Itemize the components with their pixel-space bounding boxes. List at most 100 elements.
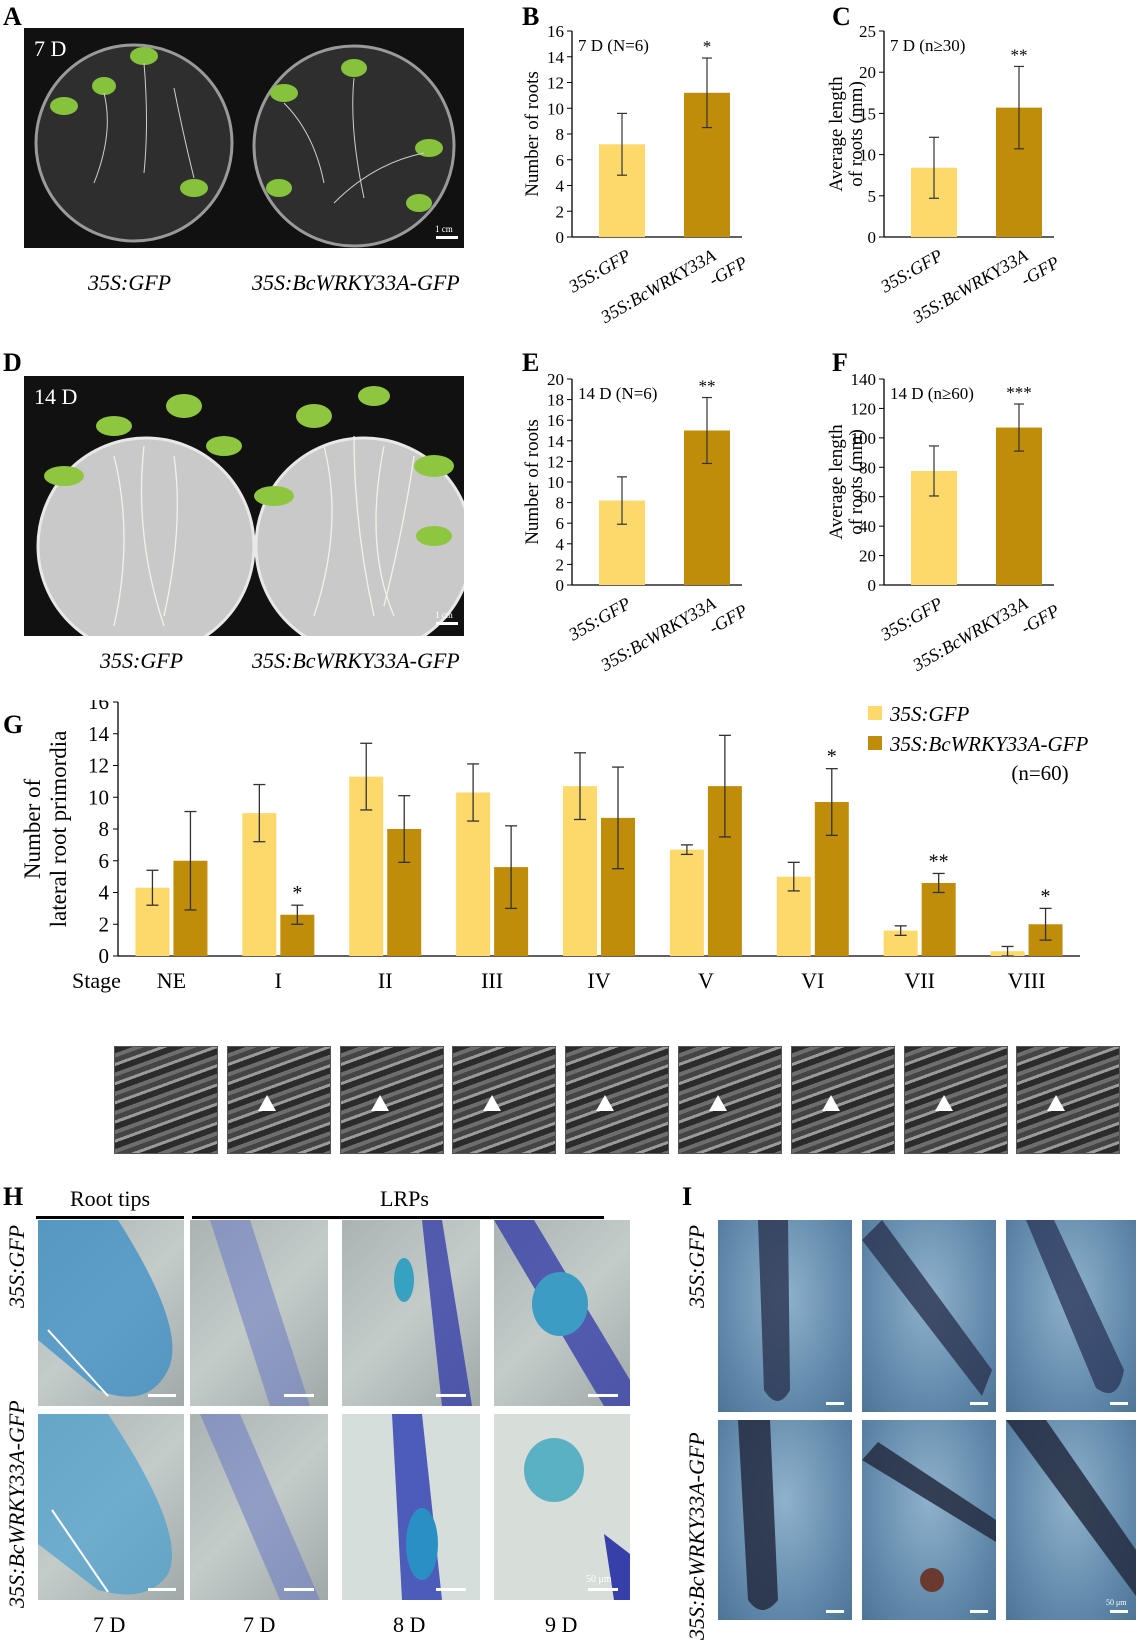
panel-d-letter: D (3, 348, 22, 377)
h-root-tip-wrky (38, 1414, 184, 1600)
day-label: 14 D (34, 384, 78, 409)
row-label-wrky: 35S:BcWRKY33A-GFP (4, 1400, 29, 1608)
legend-label: 35S:GFP (889, 702, 969, 726)
stage-micrograph (114, 1046, 218, 1154)
h-root-tip-gfp (38, 1220, 184, 1406)
arrowhead-icon (821, 1095, 840, 1111)
arrowhead-icon (934, 1095, 953, 1111)
y-tick-label: 14 (547, 432, 565, 451)
y-tick-label: 6 (556, 514, 565, 533)
bar (669, 849, 704, 956)
panel-g-letter: G (3, 710, 24, 739)
significance-mark: ** (1011, 45, 1028, 64)
scale-bar (436, 622, 458, 625)
y-tick-label: 8 (99, 817, 110, 841)
y-tick-label: 20 (859, 63, 876, 82)
root-tips-header: Root tips (70, 1186, 151, 1211)
i-root-wrky-3: 50 μm (1006, 1420, 1136, 1620)
y-tick-label: 120 (851, 399, 877, 418)
row-label-wrky: 35S:BcWRKY33A-GFP (684, 1432, 709, 1640)
stage-micrograph (226, 1046, 331, 1154)
petri-photo-14d: 14 D 1 cm (24, 376, 464, 636)
y-axis-label: Average length (826, 424, 847, 540)
caption-gfp: 35S:GFP (100, 648, 184, 673)
x-tick-label: 35S:GFP (564, 245, 634, 297)
i-root-gfp-2 (862, 1220, 996, 1412)
y-axis-label: Average length (826, 76, 847, 192)
y-tick-label: 15 (859, 104, 876, 123)
panel-e-letter: E (522, 348, 540, 377)
y-tick-label: 10 (547, 473, 564, 492)
x-tick-label: V (698, 968, 714, 993)
scale-bar (436, 236, 458, 239)
row-label-gfp: 35S:GFP (684, 1224, 709, 1308)
significance-mark: ** (699, 377, 716, 396)
panel-f-letter: F (832, 348, 848, 377)
y-tick-label: 0 (868, 228, 877, 247)
panel-b-letter: B (522, 2, 540, 31)
y-tick-label: 4 (556, 535, 565, 554)
petri-photo-7d: 7 D 1 cm (24, 28, 464, 248)
y-tick-label: 10 (859, 146, 876, 165)
chart-c: 0 5 10 15 20 25 Average length of roots (mm) 7 D… (826, 22, 1063, 327)
root-tips-rule (36, 1216, 184, 1219)
x-tick-label-group: 35S:GFP (564, 593, 634, 645)
h-day-2: 7 D (243, 1612, 276, 1637)
x-tick-label-group: 35S:GFP (876, 245, 946, 297)
arrowhead-icon (370, 1095, 389, 1111)
significance-mark: * (292, 882, 302, 904)
h-lrp-gfp-7d (190, 1220, 328, 1406)
y-tick-label: 8 (556, 125, 565, 144)
h-day-3: 8 D (393, 1612, 426, 1637)
x-tick-label: I (275, 968, 282, 993)
h-day-4: 9 D (545, 1612, 578, 1637)
arrowhead-icon (483, 1095, 502, 1111)
y-tick-label: 16 (88, 700, 109, 714)
bar (921, 882, 956, 956)
y-tick-label: 0 (556, 576, 565, 595)
x-tick-label: 35S:GFP (876, 245, 946, 297)
y-tick-label: 80 (859, 458, 876, 477)
x-tick-label: 35S:GFP (564, 593, 634, 645)
stage-micrograph (339, 1046, 444, 1154)
y-axis-label: lateral root primordia (46, 731, 71, 928)
chart-annotation: 14 D (n≥60) (890, 384, 974, 403)
chart-f: 0 20 40 60 80 100 120 140 Average length of roots… (826, 370, 1063, 675)
y-tick-label: 8 (556, 494, 565, 513)
y-tick-label: 16 (547, 411, 564, 430)
y-tick-label: 20 (547, 370, 564, 389)
x-tick-label: VII (904, 968, 935, 993)
scale-label: 50 μm (586, 1574, 612, 1585)
lrps-rule (192, 1216, 604, 1219)
i-root-wrky-2 (862, 1420, 996, 1620)
x-tick-label: IV (587, 968, 610, 993)
legend-swatch (868, 706, 882, 720)
i-root-gfp-1 (718, 1220, 852, 1412)
significance-mark: * (1041, 885, 1051, 907)
h-lrp-gfp-9d (494, 1220, 630, 1406)
stage-micrograph (790, 1046, 895, 1154)
arrowhead-icon (257, 1095, 276, 1111)
i-root-gfp-3 (1006, 1220, 1136, 1412)
x-tick-label: VIII (1008, 968, 1046, 993)
significance-mark: * (827, 746, 837, 768)
chart-b: 0 2 4 6 8 10 12 14 16 Number of roots 7 D (N=6) 35S… (522, 22, 751, 327)
chart-annotation: 7 D (N=6) (578, 36, 649, 55)
y-tick-label: 5 (868, 187, 877, 206)
stage-micrograph (678, 1046, 782, 1154)
chart-annotation: 14 D (N=6) (578, 384, 657, 403)
legend-swatch (868, 736, 882, 750)
y-tick-label: 10 (88, 785, 109, 809)
chart-g: 0 2 4 6 8 10 12 14 16 Number of lateral root primo… (20, 700, 1088, 993)
h-day-1: 7 D (93, 1612, 126, 1637)
y-tick-label: 14 (88, 722, 110, 746)
row-label-gfp: 35S:GFP (4, 1224, 29, 1308)
i-root-wrky-1 (718, 1420, 852, 1620)
y-tick-label: 4 (99, 881, 110, 905)
x-tick-label: II (378, 968, 393, 993)
stage-micrograph (452, 1046, 557, 1154)
arrowhead-icon (1047, 1095, 1066, 1111)
y-tick-label: 0 (556, 228, 565, 247)
y-tick-label: 100 (851, 429, 877, 448)
